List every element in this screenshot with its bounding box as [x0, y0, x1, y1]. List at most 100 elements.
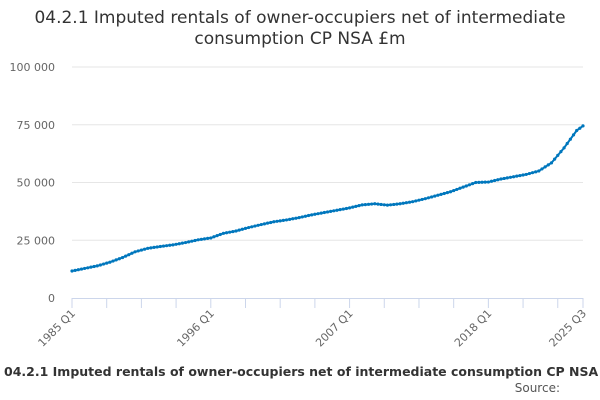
data-point [171, 243, 175, 247]
data-point [73, 268, 77, 272]
data-point [385, 203, 390, 207]
data-point [534, 170, 538, 174]
data-point [565, 141, 569, 146]
data-point [556, 153, 560, 157]
y-tick-label: 50 000 [17, 177, 56, 190]
data-point [458, 186, 462, 190]
data-point [483, 180, 487, 184]
data-point [243, 226, 248, 231]
data-point [124, 254, 128, 258]
data-point [392, 202, 396, 207]
data-point [114, 258, 118, 262]
data-point [553, 157, 557, 161]
data-point [146, 246, 150, 250]
data-point [433, 194, 437, 198]
data-point [332, 209, 336, 213]
data-point [439, 192, 443, 196]
data-point [294, 216, 298, 220]
data-point [98, 263, 102, 267]
data-point [149, 246, 153, 250]
data-point [139, 248, 143, 252]
data-point [215, 234, 219, 238]
data-point [426, 196, 431, 200]
data-point [502, 176, 506, 181]
x-tick-label: 2025 Q3 [547, 307, 590, 350]
data-point [442, 191, 446, 196]
chart-caption: 04.2.1 Imputed rentals of owner-occupier… [4, 364, 600, 379]
data-point [291, 217, 295, 221]
data-point [174, 242, 178, 246]
data-point [360, 203, 364, 207]
data-point [398, 202, 402, 206]
data-point [313, 212, 317, 216]
x-tick-label: 1996 Q1 [174, 307, 217, 350]
data-point [452, 188, 456, 193]
data-point [310, 213, 314, 217]
data-point [329, 209, 333, 213]
data-point [281, 218, 285, 222]
data-point [288, 217, 292, 221]
data-point [306, 213, 311, 218]
data-point [347, 206, 352, 210]
data-point [335, 208, 339, 212]
data-point [127, 253, 131, 257]
data-point [316, 212, 320, 216]
data-point [445, 191, 449, 195]
data-point [79, 267, 84, 271]
data-point [354, 204, 358, 209]
data-point [278, 219, 282, 223]
data-point [256, 223, 260, 227]
data-point [193, 238, 197, 243]
data-point [177, 242, 181, 246]
data-point [505, 176, 509, 180]
data-point [152, 245, 156, 250]
data-point [199, 237, 203, 241]
data-point [234, 229, 238, 233]
data-point [120, 255, 125, 260]
data-point [540, 167, 544, 171]
data-point [496, 178, 500, 182]
data-point [351, 205, 355, 209]
data-point [420, 197, 424, 202]
line-chart: 0 25 000 50 000 75 000 100 000 1985 Q1 1996 Q1… [10, 61, 590, 350]
data-point [436, 193, 440, 197]
data-point [388, 203, 393, 207]
data-point [325, 210, 330, 214]
data-point [190, 239, 194, 243]
data-point [559, 150, 563, 154]
data-point [512, 175, 516, 179]
data-point [414, 199, 418, 203]
data-point [524, 172, 528, 177]
data-point [303, 214, 308, 218]
data-point [83, 266, 87, 271]
data-point [395, 202, 399, 206]
data-point [322, 210, 326, 215]
data-point [224, 231, 229, 235]
data-point [493, 178, 497, 183]
x-tick-label: 2007 Q1 [313, 307, 356, 350]
data-point [404, 201, 408, 205]
data-point [464, 184, 468, 188]
y-tick-label: 100 000 [10, 61, 56, 74]
data-point [448, 190, 453, 194]
data-point [221, 231, 226, 235]
data-point [341, 207, 345, 211]
data-point [130, 251, 134, 255]
data-point [142, 247, 147, 251]
data-point [180, 241, 185, 245]
data-point [111, 259, 115, 263]
data-point [262, 222, 267, 226]
data-point [161, 244, 166, 248]
data-point [250, 225, 254, 229]
data-point [228, 230, 232, 234]
data-point [411, 200, 415, 204]
data-point [417, 198, 421, 202]
data-point [136, 249, 140, 253]
data-point [300, 215, 304, 219]
data-point [269, 220, 273, 225]
data-point [253, 224, 257, 228]
data-point [530, 171, 535, 175]
data-point [407, 200, 412, 204]
data-point [382, 203, 386, 207]
data-point [117, 257, 121, 261]
